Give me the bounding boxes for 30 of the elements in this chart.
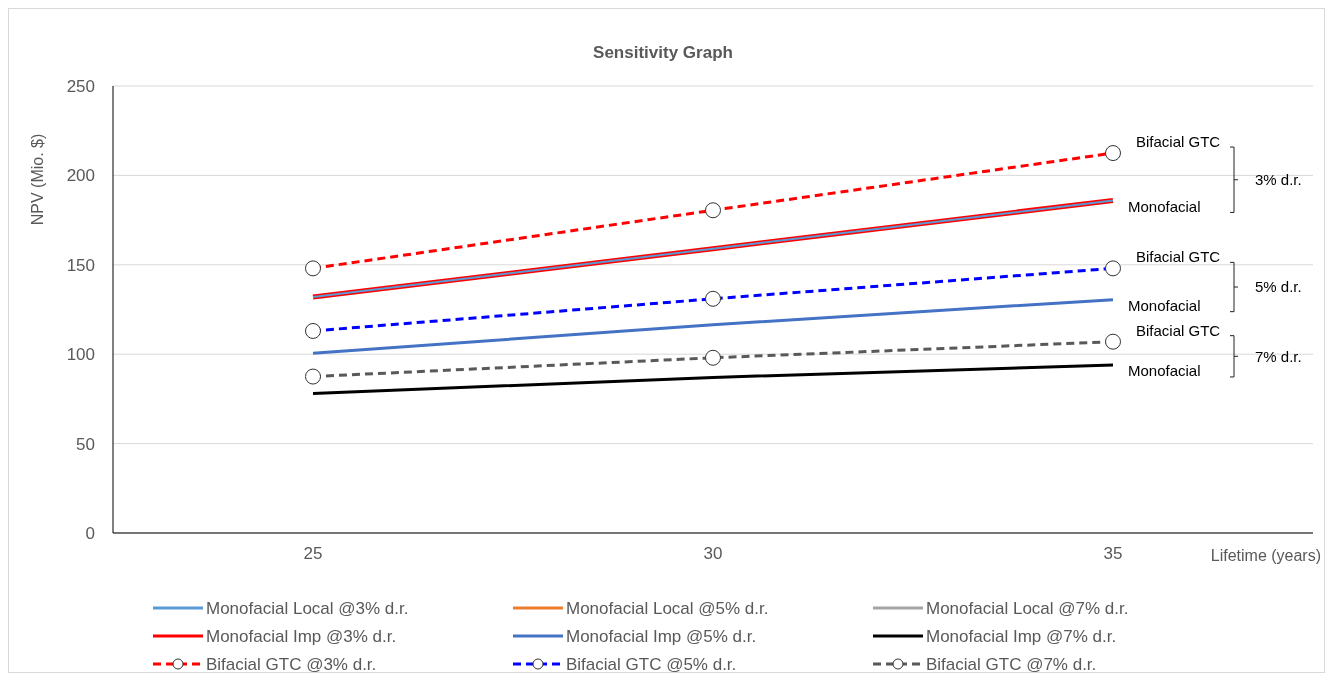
legend-label: Bifacial GTC @7% d.r. xyxy=(926,654,1097,674)
y-tick-label: 50 xyxy=(76,434,95,454)
annotation: Monofacial xyxy=(1128,362,1201,380)
y-axis-title: NPV (Mio. $) xyxy=(29,133,46,226)
y-tick-label: 100 xyxy=(66,345,95,365)
legend-label: Monofacial Local @5% d.r. xyxy=(566,598,769,618)
legend-label: Monofacial Local @7% d.r. xyxy=(926,598,1129,618)
annotation: Monofacial xyxy=(1128,197,1201,215)
annotation: Bifacial GTC xyxy=(1136,248,1221,266)
legend-label: Monofacial Imp @3% d.r. xyxy=(206,626,397,646)
annotation: Monofacial xyxy=(1128,296,1201,314)
annotation: 3% d.r. xyxy=(1255,170,1302,188)
legend-label: Bifacial GTC @3% d.r. xyxy=(206,654,377,674)
chart-title: Sensitivity Graph xyxy=(593,43,733,62)
y-tick-label: 0 xyxy=(85,523,95,543)
x-axis-title: Lifetime (years) xyxy=(1210,547,1321,564)
y-tick-label: 250 xyxy=(66,76,95,96)
annotation: 7% d.r. xyxy=(1255,347,1302,365)
annotation: Bifacial GTC xyxy=(1136,133,1221,151)
legend-label: Monofacial Imp @5% d.r. xyxy=(566,626,757,646)
annotation: Bifacial GTC xyxy=(1136,321,1221,339)
y-tick-label: 150 xyxy=(66,255,95,275)
legend-label: Bifacial GTC @5% d.r. xyxy=(566,654,737,674)
legend-label: Monofacial Imp @7% d.r. xyxy=(926,626,1117,646)
y-tick-label: 200 xyxy=(66,166,95,186)
x-tick-label: 30 xyxy=(703,544,723,563)
x-tick-label: 35 xyxy=(1103,544,1123,563)
x-tick-label: 25 xyxy=(303,544,323,563)
legend-label: Monofacial Local @3% d.r. xyxy=(206,598,409,618)
annotation: 5% d.r. xyxy=(1255,278,1302,296)
